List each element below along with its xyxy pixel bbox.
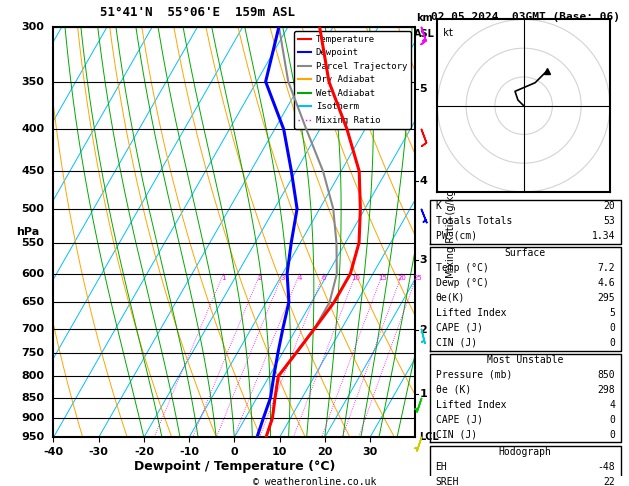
Text: 7.2: 7.2 bbox=[598, 263, 615, 273]
Text: LCL: LCL bbox=[420, 433, 439, 442]
Text: 800: 800 bbox=[21, 371, 45, 381]
Text: 22: 22 bbox=[603, 477, 615, 486]
Text: Totals Totals: Totals Totals bbox=[435, 216, 512, 226]
Text: CIN (J): CIN (J) bbox=[435, 430, 477, 440]
Text: 5: 5 bbox=[609, 308, 615, 318]
Text: 295: 295 bbox=[598, 293, 615, 303]
Text: 450: 450 bbox=[21, 166, 45, 176]
Text: 900: 900 bbox=[21, 413, 45, 423]
Text: 10: 10 bbox=[352, 276, 360, 281]
X-axis label: Dewpoint / Temperature (°C): Dewpoint / Temperature (°C) bbox=[133, 460, 335, 473]
Text: Temp (°C): Temp (°C) bbox=[435, 263, 488, 273]
Text: θe(K): θe(K) bbox=[435, 293, 465, 303]
Text: hPa: hPa bbox=[16, 227, 40, 237]
Text: 500: 500 bbox=[21, 204, 45, 214]
Text: 4.6: 4.6 bbox=[598, 278, 615, 288]
Text: 700: 700 bbox=[21, 324, 45, 333]
Text: Most Unstable: Most Unstable bbox=[487, 355, 564, 365]
Text: 4: 4 bbox=[609, 400, 615, 410]
Text: 600: 600 bbox=[21, 269, 45, 278]
Text: 15: 15 bbox=[378, 276, 387, 281]
Text: 300: 300 bbox=[21, 22, 45, 32]
Text: 0: 0 bbox=[609, 415, 615, 425]
Text: 25: 25 bbox=[413, 276, 422, 281]
Text: θe (K): θe (K) bbox=[435, 385, 470, 395]
Text: -48: -48 bbox=[598, 462, 615, 472]
Text: 6: 6 bbox=[321, 276, 326, 281]
Text: km: km bbox=[416, 13, 433, 23]
Text: 1: 1 bbox=[221, 276, 226, 281]
Text: 0: 0 bbox=[609, 323, 615, 333]
Text: 3: 3 bbox=[281, 276, 285, 281]
Text: 4: 4 bbox=[298, 276, 302, 281]
Text: CAPE (J): CAPE (J) bbox=[435, 323, 482, 333]
Text: 20: 20 bbox=[603, 201, 615, 211]
Text: PW (cm): PW (cm) bbox=[435, 231, 477, 241]
Text: SREH: SREH bbox=[435, 477, 459, 486]
Text: 4: 4 bbox=[420, 175, 427, 186]
Text: 950: 950 bbox=[21, 433, 45, 442]
Text: 850: 850 bbox=[598, 370, 615, 380]
Text: 0: 0 bbox=[609, 338, 615, 348]
Text: K: K bbox=[435, 201, 442, 211]
Text: 20: 20 bbox=[398, 276, 406, 281]
Text: 750: 750 bbox=[21, 348, 45, 358]
Text: 650: 650 bbox=[21, 297, 45, 307]
Text: Pressure (mb): Pressure (mb) bbox=[435, 370, 512, 380]
Text: 53: 53 bbox=[603, 216, 615, 226]
Text: Hodograph: Hodograph bbox=[499, 447, 552, 457]
Text: 5: 5 bbox=[420, 84, 427, 94]
Text: Dewp (°C): Dewp (°C) bbox=[435, 278, 488, 288]
Text: 2: 2 bbox=[420, 325, 427, 335]
Text: Lifted Index: Lifted Index bbox=[435, 400, 506, 410]
Text: EH: EH bbox=[435, 462, 447, 472]
Legend: Temperature, Dewpoint, Parcel Trajectory, Dry Adiabat, Wet Adiabat, Isotherm, Mi: Temperature, Dewpoint, Parcel Trajectory… bbox=[294, 31, 411, 129]
Text: CIN (J): CIN (J) bbox=[435, 338, 477, 348]
Text: Mixing Ratio (g/kg): Mixing Ratio (g/kg) bbox=[447, 186, 456, 278]
Text: 2: 2 bbox=[258, 276, 262, 281]
Text: 3: 3 bbox=[420, 255, 427, 265]
Text: CAPE (J): CAPE (J) bbox=[435, 415, 482, 425]
Text: 350: 350 bbox=[21, 77, 45, 87]
Text: 1: 1 bbox=[420, 389, 427, 399]
Text: Lifted Index: Lifted Index bbox=[435, 308, 506, 318]
Text: kt: kt bbox=[443, 28, 455, 38]
Text: 850: 850 bbox=[21, 393, 45, 403]
Text: 51°41'N  55°06'E  159m ASL: 51°41'N 55°06'E 159m ASL bbox=[101, 5, 296, 18]
Text: ASL: ASL bbox=[414, 29, 435, 39]
Text: 02.05.2024  03GMT (Base: 06): 02.05.2024 03GMT (Base: 06) bbox=[431, 12, 620, 22]
Text: 400: 400 bbox=[21, 124, 45, 134]
Text: © weatheronline.co.uk: © weatheronline.co.uk bbox=[253, 477, 376, 486]
Text: Surface: Surface bbox=[504, 248, 546, 258]
Text: 1.34: 1.34 bbox=[591, 231, 615, 241]
Text: 550: 550 bbox=[21, 238, 45, 248]
Text: 0: 0 bbox=[609, 430, 615, 440]
Text: 298: 298 bbox=[598, 385, 615, 395]
